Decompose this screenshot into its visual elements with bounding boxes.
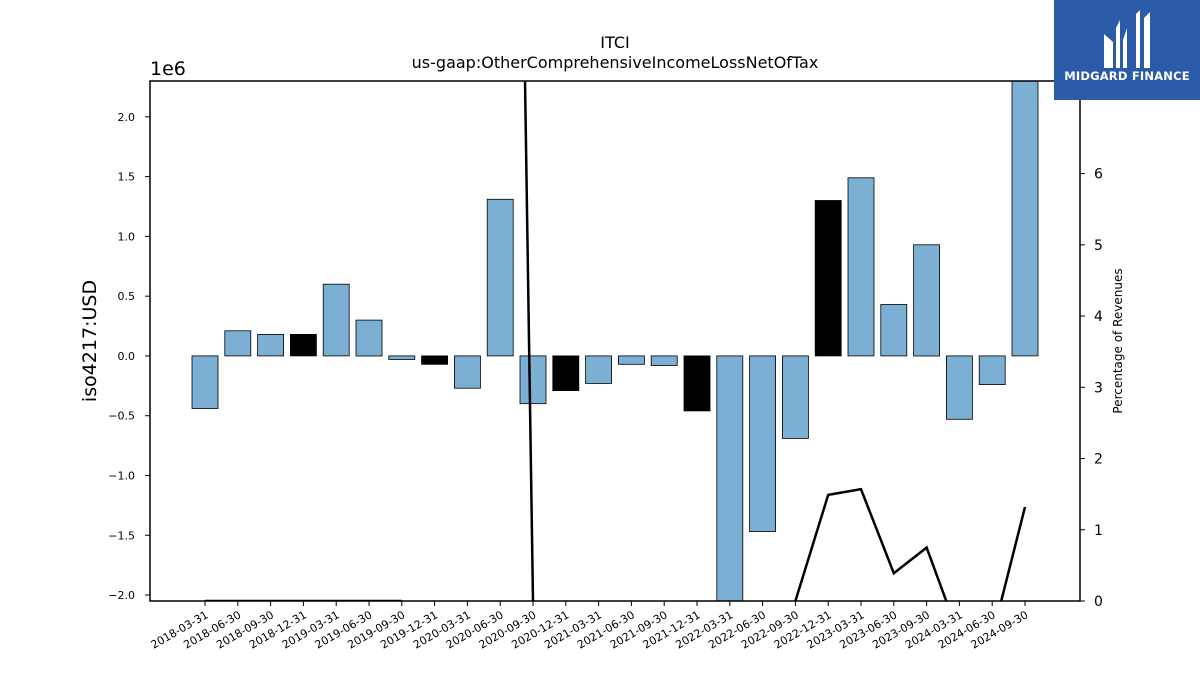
midgard-m-icon [1104,10,1150,68]
bar-2022-09-30 [782,355,809,439]
bar-2021-09-30 [650,355,678,366]
bar-2022-03-31 [716,355,744,601]
y-tick-label: −1.0 [108,469,135,482]
bar-2023-06-30 [880,304,908,357]
y-tick-label: 0.5 [118,290,136,303]
bar-2020-06-30 [486,198,514,357]
y-axis-label: iso4217:USD [79,280,101,402]
y-multiplier-label: 1e6 [150,58,186,80]
bar-2018-03-31 [191,355,219,409]
y2-tick-label: 6 [1094,167,1103,183]
y-tick-label: −1.5 [108,529,135,542]
bar-2019-06-30 [355,319,383,357]
bar-2018-06-30 [224,330,252,357]
brand-logo: MIDGARD FINANCE [1054,0,1200,100]
bar-2022-06-30 [749,355,776,532]
y-tick-label: 0.0 [118,350,136,363]
bar-2020-09-30 [519,355,547,405]
y-tick-label: −0.5 [108,410,135,423]
y-tick-label: 2.0 [118,111,136,124]
y-tick-label: 1.5 [118,171,136,184]
plot-frame [149,80,1081,602]
y2-tick-label: 1 [1094,523,1103,539]
y2-tick-label: 3 [1094,380,1103,396]
bar-2020-12-31 [552,355,580,391]
bar-2018-09-30 [257,333,285,357]
y2-axis-label: Percentage of Revenues [1111,268,1125,413]
bar-2019-03-31 [322,283,350,357]
bar-2021-03-31 [585,355,612,384]
bar-2021-12-31 [683,355,711,412]
bar-2020-03-31 [453,355,481,389]
bar-2021-06-30 [618,355,645,365]
bar-2018-12-31 [289,333,317,357]
y-tick-label: −2.0 [108,589,135,602]
bar-2024-06-30 [978,355,1006,385]
bar-2023-03-31 [847,177,875,357]
pct-line-segment-7 [794,487,1027,601]
chart-title: ITCI [600,33,629,52]
bar-2019-09-30 [388,355,416,360]
y2-tick-label: 2 [1094,452,1103,468]
bar-2024-09-30 [1011,81,1039,357]
bar-2019-12-31 [421,355,449,365]
bar-2024-03-31 [946,355,973,420]
chart-subtitle: us-gaap:OtherComprehensiveIncomeLossNetO… [412,53,819,72]
y2-tick-label: 5 [1094,238,1103,254]
brand-name: MIDGARD FINANCE [1064,69,1190,83]
y-tick-label: 1.0 [118,230,136,243]
bar-2022-12-31 [814,200,842,357]
bar-2023-09-30 [913,244,940,357]
y2-tick-label: 0 [1094,594,1103,610]
y2-tick-label: 4 [1094,309,1103,325]
